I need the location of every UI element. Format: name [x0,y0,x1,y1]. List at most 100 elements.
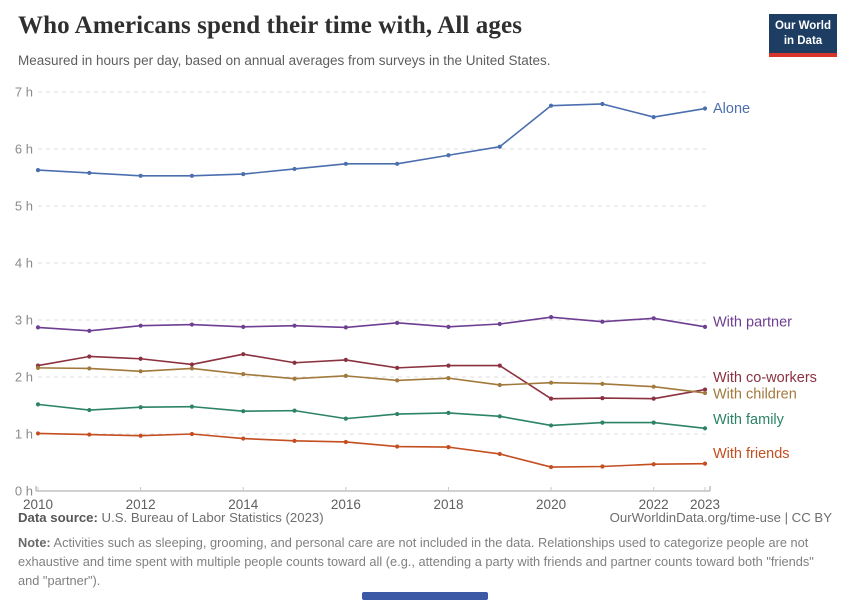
data-point[interactable] [241,372,246,377]
series-label-with-children[interactable]: With children [713,386,797,402]
data-point[interactable] [241,171,246,177]
data-point[interactable] [138,173,143,178]
data-point[interactable] [446,376,451,381]
data-point[interactable] [446,445,451,450]
data-point[interactable] [497,451,502,457]
data-point[interactable] [292,166,297,172]
data-point[interactable] [548,464,554,470]
data-point[interactable] [600,395,605,401]
data-point[interactable] [138,433,143,438]
data-point[interactable] [292,323,297,328]
owid-logo-line1: Our World [774,20,831,32]
data-point[interactable] [702,426,708,431]
series-label-with-family[interactable]: With family [713,412,785,428]
data-point[interactable] [395,161,400,166]
data-point[interactable] [600,101,605,107]
data-point[interactable] [241,352,246,357]
data-point[interactable] [241,436,246,441]
data-point[interactable] [189,362,195,367]
data-point[interactable] [138,405,143,410]
data-point[interactable] [292,408,297,413]
data-point[interactable] [343,373,348,378]
data-point[interactable] [497,382,502,388]
series-label-with-co-workers[interactable]: With co-workers [713,370,817,386]
data-point[interactable] [702,387,708,392]
data-point[interactable] [497,363,502,368]
x-axis-tick-label: 2018 [433,497,463,512]
data-point[interactable] [241,324,246,329]
data-point[interactable] [548,103,554,108]
data-point[interactable] [600,319,605,324]
data-point[interactable] [395,444,400,449]
data-point[interactable] [651,462,656,467]
data-point[interactable] [702,461,708,466]
data-point[interactable] [600,464,605,469]
data-point[interactable] [35,402,41,407]
data-point[interactable] [651,114,656,120]
series-label-alone[interactable]: Alone [713,101,750,117]
series-label-with-partner[interactable]: With partner [713,314,792,330]
series-line-alone[interactable] [37,103,706,177]
data-point[interactable] [292,438,297,443]
data-point[interactable] [702,324,708,329]
data-point[interactable] [446,153,451,158]
data-point[interactable] [446,324,451,329]
data-point[interactable] [292,360,297,365]
data-point[interactable] [87,354,92,359]
data-point[interactable] [395,378,400,383]
series-line-with-children[interactable] [37,367,706,394]
data-point[interactable] [395,320,400,325]
data-point[interactable] [651,420,656,425]
data-point[interactable] [87,432,92,437]
data-point[interactable] [651,384,656,389]
data-point[interactable] [87,328,92,333]
series-line-with-co-workers[interactable] [37,353,706,400]
data-point[interactable] [497,144,502,149]
chart-note: Note: Activities such as sleeping, groom… [18,534,824,591]
data-point[interactable] [548,380,554,385]
data-point[interactable] [497,414,502,419]
data-point[interactable] [600,420,605,425]
data-point[interactable] [651,396,656,401]
data-point[interactable] [395,411,400,417]
series-label-with-friends[interactable]: With friends [713,446,790,462]
data-point[interactable] [189,173,195,178]
data-point[interactable] [87,366,92,371]
data-point[interactable] [189,322,195,327]
data-point[interactable] [702,390,708,396]
data-point[interactable] [35,431,41,436]
data-point[interactable] [35,167,41,173]
data-point[interactable] [446,410,451,416]
data-point[interactable] [138,323,143,328]
data-point[interactable] [35,325,41,330]
data-point[interactable] [35,365,41,370]
owid-logo[interactable]: Our World in Data [769,14,837,57]
data-point[interactable] [138,369,143,374]
data-point[interactable] [497,321,502,327]
data-point[interactable] [548,396,554,401]
data-point[interactable] [343,357,348,362]
data-point[interactable] [548,315,554,320]
data-point[interactable] [343,325,348,330]
data-point[interactable] [446,363,451,368]
series-line-with-friends[interactable] [37,432,706,468]
data-point[interactable] [241,409,246,414]
data-point[interactable] [87,170,92,176]
data-point[interactable] [189,431,195,437]
series-line-with-partner[interactable] [37,316,706,332]
series-line-with-family[interactable] [37,403,706,430]
data-point[interactable] [548,423,554,428]
data-point[interactable] [600,381,605,386]
data-point[interactable] [87,407,92,413]
data-point[interactable] [651,316,656,321]
data-point[interactable] [292,376,297,381]
data-point[interactable] [395,365,400,370]
data-point[interactable] [343,439,348,445]
data-point[interactable] [702,106,708,111]
owid-license-link[interactable]: OurWorldinData.org/time-use | CC BY [609,510,832,525]
data-point[interactable] [189,404,195,409]
data-point[interactable] [343,161,348,166]
data-point[interactable] [189,366,195,371]
data-point[interactable] [343,416,348,421]
data-point[interactable] [138,356,143,361]
